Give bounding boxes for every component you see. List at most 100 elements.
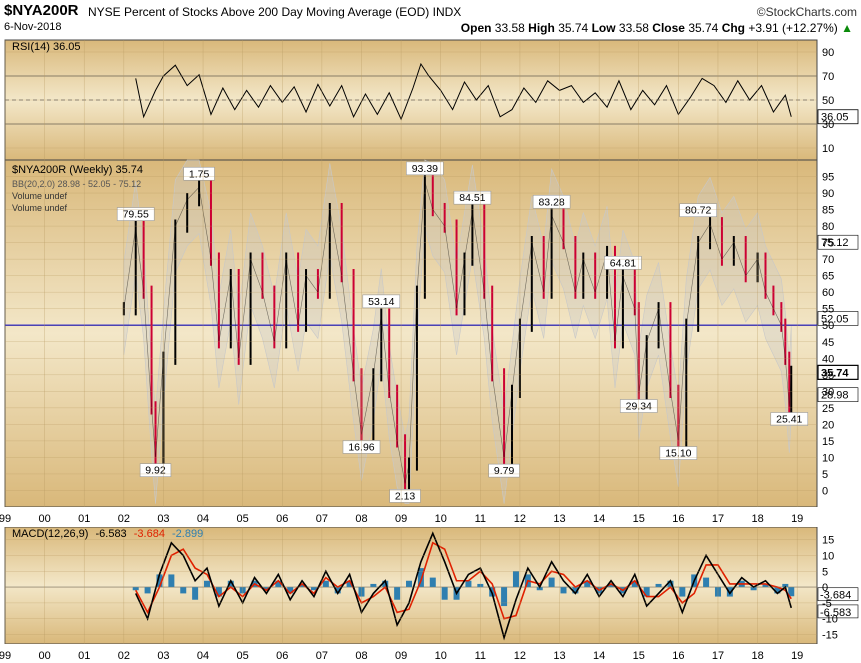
bb-middle-value-tag xyxy=(817,311,859,326)
x-tick-label: 03 xyxy=(157,513,169,525)
price-y-tick-label: 5 xyxy=(822,469,828,481)
macd-histogram-bar xyxy=(572,587,579,594)
x-tick-label-bottom: 10 xyxy=(435,650,447,662)
macd-y-tick-label: -10 xyxy=(822,614,838,626)
macd-histogram-bar xyxy=(441,587,448,600)
price-y-tick-label: 65 xyxy=(822,271,834,283)
price-y-tick-label: 10 xyxy=(822,452,834,464)
x-tick-label: 10 xyxy=(435,513,447,525)
macd-histogram-bar xyxy=(548,577,555,588)
macd-y-tick-label: 10 xyxy=(822,550,834,562)
close-label: Close xyxy=(652,21,685,35)
macd-histogram-bar xyxy=(536,587,543,591)
bb-lower-value: 28.98 xyxy=(821,390,849,402)
price-panel: 79.559.921.7553.1416.962.1393.3984.519.7… xyxy=(5,159,859,504)
annotation-box xyxy=(604,255,642,270)
annotation-box xyxy=(532,194,571,209)
price-y-tick-label: 75 xyxy=(822,238,834,250)
bb-legend: BB(20,2.0) 28.98 - 52.05 - 75.12 xyxy=(12,179,141,189)
x-tick-label-bottom: 04 xyxy=(197,650,209,662)
macd-histogram-bar xyxy=(608,583,615,588)
x-tick-label-bottom: 03 xyxy=(157,650,169,662)
price-last-value-tag xyxy=(817,364,859,380)
annotation-box xyxy=(770,412,809,426)
high-label: High xyxy=(528,21,555,35)
x-tick-label-bottom: 13 xyxy=(553,650,565,662)
x-tick-label-bottom: 00 xyxy=(38,650,50,662)
macd-histogram-bar xyxy=(382,580,389,588)
site-credit[interactable]: ©StockCharts.com xyxy=(756,5,857,19)
low-value: 33.58 xyxy=(618,21,649,35)
macd-histogram-bar xyxy=(631,580,638,588)
macd-histogram-bar xyxy=(774,587,781,594)
x-tick-label: 02 xyxy=(118,513,130,525)
macd-histogram-bar xyxy=(560,587,567,594)
rsi-y-tick-label: 50 xyxy=(822,95,834,107)
annotation-label: 2.13 xyxy=(395,490,416,502)
macd-y-tick-label: -5 xyxy=(822,598,832,610)
high-value: 35.74 xyxy=(558,21,589,35)
volume-legend-2: Volume undef xyxy=(12,203,68,213)
x-tick-label-bottom: 02 xyxy=(118,650,130,662)
price-y-tick-label: 25 xyxy=(822,403,834,415)
x-tick-label-bottom: 05 xyxy=(237,650,249,662)
x-tick-label: 11 xyxy=(475,513,486,525)
annotation-box xyxy=(116,207,155,221)
macd-histogram-bar xyxy=(204,580,211,588)
rsi-legend: RSI(14) 36.05 xyxy=(12,41,80,53)
macd-histogram-bar xyxy=(132,587,139,591)
x-tick-label: 08 xyxy=(355,513,367,525)
macd-histogram-bar xyxy=(584,580,591,588)
x-tick-label-bottom: 09 xyxy=(395,650,407,662)
macd-histogram-bar xyxy=(465,580,472,588)
macd-y-tick-label: -15 xyxy=(822,630,838,642)
rsi-last-value-tag xyxy=(817,109,859,125)
exchange: INDX xyxy=(432,5,462,19)
open-label: Open xyxy=(460,21,492,35)
macd-histogram-bar xyxy=(679,587,686,597)
x-tick-label-bottom: 15 xyxy=(633,650,645,662)
annotation-label: 9.79 xyxy=(494,465,515,477)
macd-histogram-bar xyxy=(180,587,187,594)
rsi-y-tick-label: 70 xyxy=(822,71,834,83)
macd-legend-signal: -3.684 xyxy=(134,528,165,540)
annotation-label: 93.39 xyxy=(412,163,438,175)
macd-histogram-bar xyxy=(512,571,519,588)
macd-legend-hist: -2.899 xyxy=(172,528,203,540)
annotation-box xyxy=(362,294,401,309)
macd-histogram-bar xyxy=(406,580,413,588)
x-tick-label: 05 xyxy=(237,513,249,525)
price-y-tick-label: 90 xyxy=(822,188,834,200)
symbol: $NYA200R xyxy=(4,2,79,19)
annotation-box xyxy=(389,489,421,503)
x-tick-label: 19 xyxy=(791,513,803,525)
macd-legend-macd: -6.583 xyxy=(95,528,126,540)
macd-histogram-bar xyxy=(263,587,270,591)
macd-histogram-bar xyxy=(703,577,710,588)
macd-last-value-tag xyxy=(817,604,859,619)
x-tick-label: 09 xyxy=(395,513,407,525)
x-tick-label: 07 xyxy=(316,513,328,525)
macd-y-tick-label: 0 xyxy=(822,582,828,594)
price-y-tick-label: 60 xyxy=(822,287,834,299)
x-tick-label-bottom: 11 xyxy=(475,650,486,662)
macd-histogram-bar xyxy=(275,580,282,588)
bb-middle-value: 52.05 xyxy=(821,313,849,325)
macd-histogram-bar xyxy=(782,583,789,588)
x-tick-label-bottom: 01 xyxy=(78,650,90,662)
annotation-label: 53.14 xyxy=(368,296,394,308)
macd-histogram-bar xyxy=(168,574,175,588)
low-label: Low xyxy=(591,21,616,35)
macd-histogram-bar xyxy=(370,583,377,588)
annotation-box xyxy=(679,203,717,218)
macd-histogram-bar xyxy=(501,587,508,607)
x-axis-strip xyxy=(0,507,861,527)
x-tick-label: 00 xyxy=(38,513,50,525)
rsi-y-tick-label: 30 xyxy=(822,119,834,131)
macd-histogram-bar xyxy=(726,587,733,597)
macd-histogram-bar xyxy=(394,587,401,600)
bb-upper-value-tag xyxy=(817,234,859,250)
volume-legend-1: Volume undef xyxy=(12,191,68,201)
macd-signal-value-tag xyxy=(817,587,859,602)
